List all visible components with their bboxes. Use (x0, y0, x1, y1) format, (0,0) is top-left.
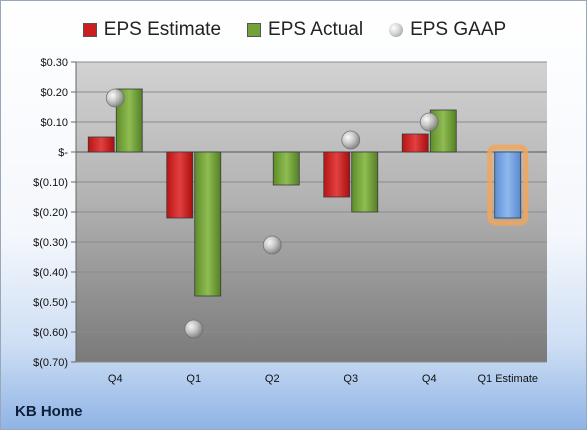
y-tick-label: $0.20 (40, 87, 68, 99)
point-eps-gaap (105, 88, 125, 108)
bar-eps-estimate (166, 151, 194, 219)
bar-eps-actual (194, 151, 222, 297)
y-axis: $0.30 $0.20 $0.10 $- $(0.10) $(0.20) $(0.30) $(… (33, 57, 77, 369)
legend-item-eps-actual: EPS Actual (247, 19, 363, 41)
legend-item-eps-estimate: EPS Estimate (82, 19, 222, 41)
point-eps-gaap (262, 235, 282, 255)
gaap-points (105, 88, 439, 339)
legend-marker-square (247, 23, 262, 37)
bar-eps-actual (351, 151, 379, 213)
y-tick-label: $(0.20) (33, 207, 68, 219)
x-tick-label: Q1 Estimate (477, 373, 538, 385)
y-tick-label: $- (58, 147, 68, 159)
legend-label: EPS Estimate (103, 19, 222, 40)
y-tick-label: $(0.30) (33, 237, 68, 249)
bar-eps-estimate (401, 133, 429, 153)
y-tick-label: $(0.10) (33, 177, 68, 189)
x-tick-label: Q3 (343, 373, 358, 385)
x-tick-label: Q1 (186, 373, 201, 385)
point-eps-gaap (419, 112, 439, 132)
legend-marker-circle (389, 23, 404, 37)
x-axis: Q4 Q1 Q2 Q3 Q4 Q1 Estimate (108, 373, 538, 385)
bar-eps-estimate (87, 136, 115, 153)
company-name: KB Home (15, 403, 83, 420)
x-tick-label: Q4 (422, 373, 437, 385)
bars (87, 88, 529, 297)
legend-marker-square (82, 23, 97, 37)
forecast-glow (487, 144, 529, 226)
legend: EPS Estimate EPS Actual EPS GAAP (1, 15, 586, 45)
bar-eps-estimate (323, 151, 351, 198)
point-eps-gaap (184, 319, 204, 339)
y-tick-label: $(0.60) (33, 327, 68, 339)
y-tick-label: $0.10 (40, 117, 68, 129)
bar-eps-actual (272, 151, 300, 186)
legend-item-eps-gaap: EPS GAAP (389, 19, 506, 41)
x-tick-label: Q4 (108, 373, 123, 385)
legend-label: EPS GAAP (410, 19, 507, 40)
gridlines (76, 61, 547, 363)
y-tick-label: $0.30 (40, 57, 68, 69)
y-tick-label: $(0.40) (33, 267, 68, 279)
legend-label: EPS Actual (268, 19, 364, 40)
bar-eps-estimate-forecast (494, 151, 522, 219)
point-eps-gaap (341, 130, 361, 150)
y-tick-label: $(0.50) (33, 297, 68, 309)
y-tick-label: $(0.70) (33, 357, 68, 369)
x-tick-label: Q2 (265, 373, 280, 385)
